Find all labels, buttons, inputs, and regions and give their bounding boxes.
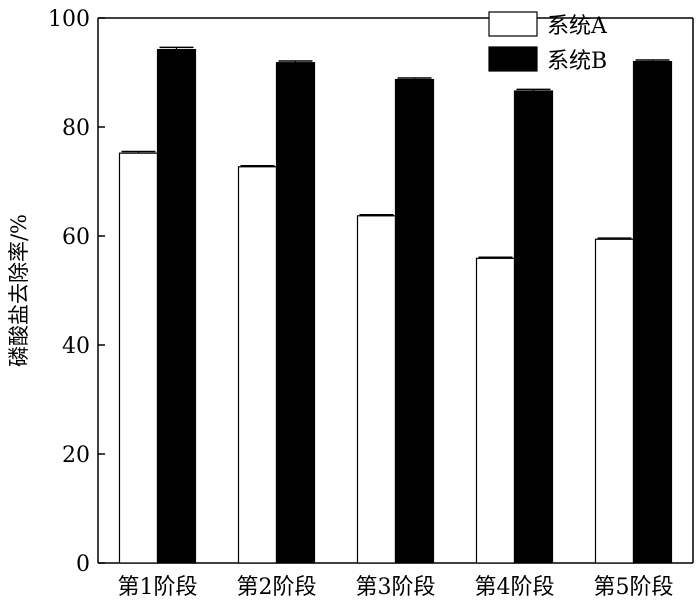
x-tick-label: 第4阶段 <box>475 575 555 600</box>
bar-b-1 <box>156 49 197 564</box>
y-tick-label: 100 <box>48 7 90 32</box>
bar-b-2 <box>275 62 316 564</box>
x-tick-label: 第2阶段 <box>237 575 317 600</box>
y-tick-label: 0 <box>76 552 90 577</box>
x-tick-label: 第3阶段 <box>356 575 436 600</box>
x-tick-label: 第5阶段 <box>594 575 674 600</box>
legend-swatch-a <box>488 11 538 37</box>
y-ticks: 0 20 40 60 80 100 <box>48 7 105 577</box>
bar-b-5 <box>632 60 673 564</box>
bar-a-2 <box>237 166 278 564</box>
bar-a-1 <box>118 152 159 564</box>
x-tick-labels: 第1阶段 第2阶段 第3阶段 第4阶段 第5阶段 <box>118 575 674 600</box>
y-tick-label: 60 <box>62 225 90 250</box>
y-tick-label: 20 <box>62 443 90 468</box>
bar-a-5 <box>594 238 635 564</box>
legend-label-b: 系统B <box>547 49 607 74</box>
y-axis-label: 磷酸盐去除率/% <box>7 214 31 367</box>
legend-label-a: 系统A <box>547 14 608 39</box>
bar-b-4 <box>513 90 554 564</box>
legend-swatch-b <box>488 46 538 72</box>
y-tick-label: 80 <box>62 116 90 141</box>
y-tick-label: 40 <box>62 334 90 359</box>
bar-a-3 <box>356 215 397 564</box>
bars <box>118 46 673 564</box>
legend: 系统A 系统B <box>488 11 608 74</box>
bar-a-4 <box>475 257 516 564</box>
bar-b-3 <box>394 78 435 564</box>
x-tick-label: 第1阶段 <box>118 575 198 600</box>
